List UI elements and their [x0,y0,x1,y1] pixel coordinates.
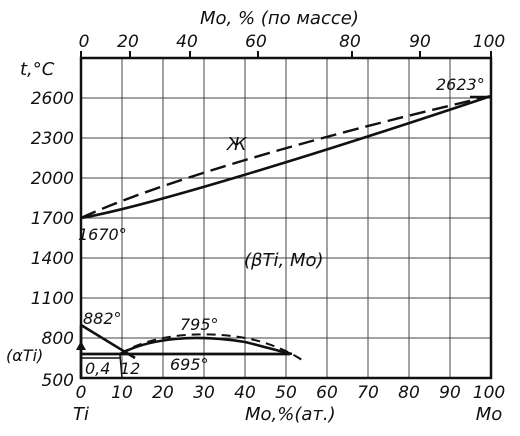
bottom-tick: 90 [439,383,461,403]
top-tick: 20 [117,32,139,52]
top-axis-title: Mo, % (по массе) [200,8,359,29]
beta-region-label: (βTi, Mo) [244,250,324,271]
bottom-tick: 40 [234,383,256,403]
y-tick: 1100 [31,289,74,309]
eutectoid-695-label: 695° [170,355,209,374]
liquid-region-label: Ж [226,134,247,155]
bottom-tick: 50 [275,383,297,403]
grid-horizontal [81,97,491,339]
bottom-axis-title: Mo,%(ат.) [245,404,336,425]
mo-melting-label: 2623° [436,75,485,94]
y-axis-title: t,°C [20,59,55,80]
bottom-tick: 70 [357,383,379,403]
ti-end-label: Ti [73,404,89,425]
y-tick: 2600 [31,89,74,109]
mo-end-label: Mo [476,404,503,425]
beta-transus-line [80,323,136,360]
transition-882-label: 882° [83,309,122,328]
bottom-tick: 10 [111,383,133,403]
y-tick: 500 [42,371,74,391]
y-tick: 800 [42,329,74,349]
alpha-arrow-icon [76,341,86,350]
y-tick: 2300 [31,129,74,149]
bottom-tick: 80 [398,383,420,403]
top-tick: 60 [245,32,267,52]
y-tick: 2000 [31,169,74,189]
y-tick: 1700 [31,209,74,229]
top-tick: 90 [409,32,431,52]
miscibility-gap-dashed [119,333,303,361]
liquidus-line [80,94,492,220]
bottom-tick-labels: 0 10 20 30 40 50 60 70 80 90 100 [76,383,506,403]
top-tick: 40 [176,32,198,52]
miscibility-gap-solid [119,336,293,356]
top-tick: 100 [473,32,505,52]
ti-melting-label: 1670° [78,225,127,244]
top-tick-marks [80,51,492,58]
comp-12-line [119,354,123,379]
bottom-tick: 20 [152,383,174,403]
y-tick-labels: 2600 2300 2000 1700 1400 1100 800 500 [31,89,74,391]
bottom-tick: 60 [316,383,338,403]
solidus-line [80,94,492,220]
bottom-tick: 30 [193,383,215,403]
bottom-tick: 100 [473,383,505,403]
top-tick: 80 [339,32,361,52]
top-tick-labels: 0 20 40 60 80 90 100 [79,32,506,52]
y-tick: 1400 [31,249,74,269]
composition-12-label: 12 [120,359,140,378]
alpha-region-label: (αTi) [6,346,43,365]
bottom-tick: 0 [76,383,87,403]
composition-0-4-label: 0,4 [85,359,110,378]
peak-795-label: 795° [180,315,219,334]
top-tick: 0 [79,32,90,52]
